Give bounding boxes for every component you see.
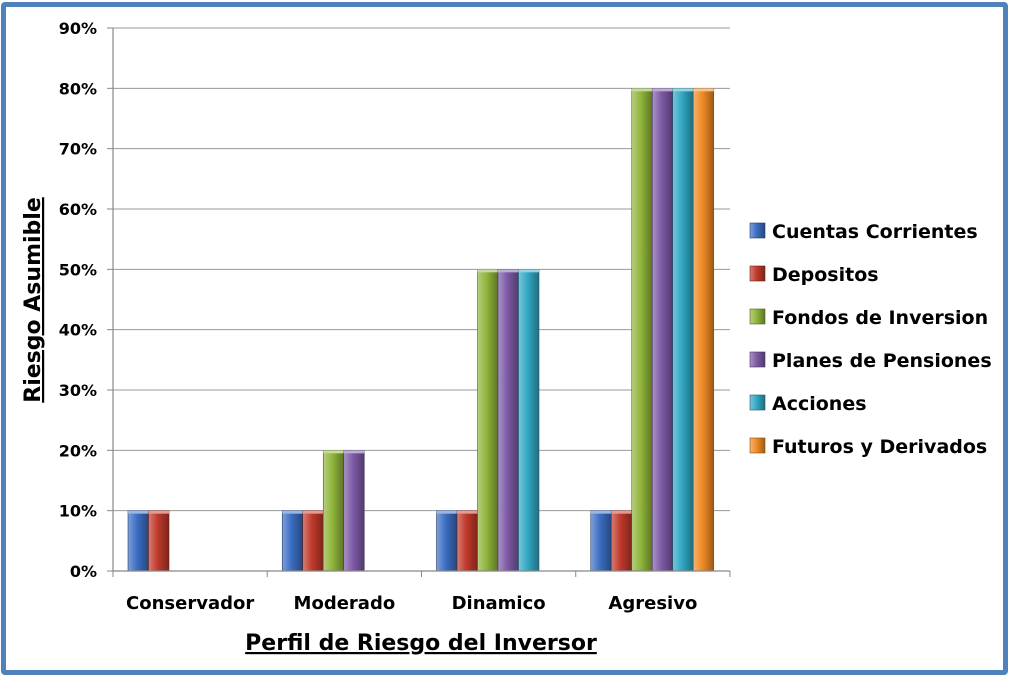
bar-fondos-de-inversion-agresivo: [631, 88, 653, 572]
bar-acciones-dinamico: [518, 269, 540, 572]
legend-swatch-depositos: [749, 265, 766, 282]
bar-planes-de-pensiones-dinamico: [497, 269, 519, 572]
bar-planes-de-pensiones-agresivo: [651, 88, 674, 572]
bar-planes-de-pensiones-moderado: [343, 450, 365, 572]
bar-top-highlight: [672, 88, 694, 92]
bar-top-highlight: [128, 510, 149, 514]
legend-label-futuros-y-derivados: Futuros y Derivados: [772, 436, 987, 458]
bar-top-highlight: [631, 88, 653, 92]
bar-top-highlight: [148, 510, 169, 514]
bar-cuentas-corrientes-moderado: [281, 510, 304, 572]
bar-top-highlight: [457, 510, 478, 514]
legend-label-acciones: Acciones: [772, 393, 867, 415]
axes: [112, 28, 731, 577]
bar-fondos-de-inversion-dinamico: [477, 269, 499, 572]
bar-acciones-agresivo: [672, 88, 694, 572]
x-tick-label: Dinamico: [452, 593, 546, 614]
bar-top-highlight: [652, 88, 673, 92]
y-tick-label: 90%: [59, 19, 97, 38]
bar-cuentas-corrientes-conservador: [127, 510, 149, 572]
bar-top-highlight: [323, 450, 344, 454]
y-axis-ticks: 0% 10% 20% 30% 40% 50% 60% 70% 80% 90%: [59, 19, 97, 581]
legend-label-fondos-de-inversion: Fondos de Inversion: [772, 307, 988, 329]
bar-top-highlight: [611, 510, 632, 514]
x-axis-categories: Conservador Moderado Dinamico Agresivo: [126, 593, 697, 614]
bar-top-highlight: [590, 510, 612, 514]
legend-swatch-cuentas-corrientes: [749, 222, 766, 239]
y-tick-label: 60%: [59, 200, 97, 219]
bar-top-highlight: [343, 450, 365, 454]
x-axis-title: Perfil de Riesgo del Inversor: [245, 631, 597, 656]
y-tick-label: 40%: [59, 321, 97, 340]
bar-cuentas-corrientes-agresivo: [590, 510, 612, 572]
x-tick-label: Moderado: [294, 593, 396, 614]
x-tick-label: Agresivo: [608, 593, 697, 614]
bars: [127, 88, 715, 572]
bar-depositos-dinamico: [456, 510, 478, 572]
y-tick-label: 70%: [59, 140, 97, 159]
y-tick-label: 20%: [59, 441, 97, 460]
bar-top-highlight: [693, 88, 714, 92]
y-tick-label: 50%: [59, 260, 97, 279]
y-tick-label: 10%: [59, 502, 97, 521]
y-tick-label: 30%: [59, 381, 97, 400]
legend-label-planes-de-pensiones: Planes de Pensiones: [772, 350, 992, 372]
bar-top-highlight: [518, 269, 539, 273]
bar-depositos-conservador: [148, 510, 170, 572]
bar-depositos-moderado: [302, 510, 324, 572]
legend-swatch-planes-de-pensiones: [749, 351, 766, 368]
legend-swatch-acciones: [749, 394, 766, 411]
legend-label-depositos: Depositos: [772, 264, 879, 286]
legend-swatch-fondos-de-inversion: [749, 308, 766, 325]
bar-cuentas-corrientes-dinamico: [436, 510, 458, 572]
y-tick-label: 80%: [59, 79, 97, 98]
y-axis-title: Riesgo Asumible: [21, 197, 46, 402]
bar-top-highlight: [282, 510, 303, 514]
bar-top-highlight: [302, 510, 324, 514]
bar-futuros-y-derivados-agresivo: [692, 88, 715, 572]
y-tick-label: 0%: [70, 562, 97, 581]
bar-depositos-agresivo: [610, 510, 633, 572]
legend-swatch-futuros-y-derivados: [749, 437, 766, 454]
bar-top-highlight: [498, 269, 519, 273]
bar-fondos-de-inversion-moderado: [322, 450, 345, 572]
bar-top-highlight: [477, 269, 498, 273]
legend: Cuentas Corrientes Depositos Fondos de Inv…: [749, 221, 992, 458]
x-tick-label: Conservador: [126, 593, 254, 614]
legend-label-cuentas-corrientes: Cuentas Corrientes: [772, 221, 978, 243]
bar-top-highlight: [436, 510, 457, 514]
